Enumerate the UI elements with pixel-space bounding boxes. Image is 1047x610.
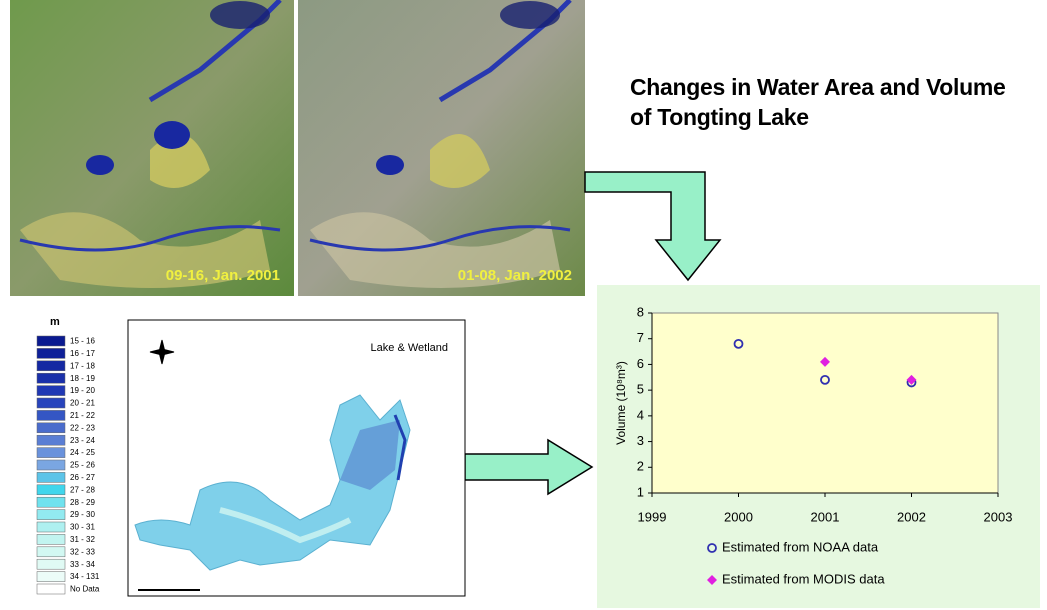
x-tick-label: 2000	[724, 509, 753, 524]
y-tick-label: 2	[637, 459, 644, 474]
legend-label: 32 - 33	[70, 547, 95, 556]
y-tick-label: 8	[637, 304, 644, 319]
legend-label: 20 - 21	[70, 399, 95, 408]
plot-area	[652, 313, 998, 493]
page: { "title": "Changes in Water Area and Vo…	[0, 0, 1047, 610]
x-tick-label: 1999	[638, 509, 667, 524]
map-legend: m 15 - 16 16 - 17 17 - 18 18 - 19 19 - 20 20 …	[37, 316, 100, 594]
legend-swatch	[37, 497, 65, 507]
legend-swatch	[37, 510, 65, 520]
legend-swatch	[37, 386, 65, 396]
map: Lake & Wetland	[128, 320, 465, 596]
legend-label: 16 - 17	[70, 349, 95, 358]
legend-label: 22 - 23	[70, 423, 95, 432]
legend-label: 17 - 18	[70, 361, 95, 370]
legend-swatch	[37, 361, 65, 371]
legend-label: 33 - 34	[70, 560, 95, 569]
legend-unit: m	[50, 316, 60, 328]
legend-swatch	[37, 522, 65, 532]
legend-label: Estimated from NOAA data	[722, 539, 879, 554]
y-tick-label: 3	[637, 433, 644, 448]
image-caption: 01-08, Jan. 2002	[458, 267, 572, 284]
legend-swatch	[37, 472, 65, 482]
legend-label: 25 - 26	[70, 461, 95, 470]
legend-swatch	[37, 572, 65, 582]
x-tick-label: 2002	[897, 509, 926, 524]
legend-label: 21 - 22	[70, 411, 95, 420]
legend-swatch	[37, 348, 65, 358]
legend-label: 24 - 25	[70, 448, 95, 457]
y-tick-label: 7	[637, 330, 644, 345]
arrow	[585, 172, 720, 280]
satellite-image	[10, 0, 294, 296]
arrow	[465, 440, 592, 494]
legend-swatch	[37, 336, 65, 346]
legend-swatch	[37, 423, 65, 433]
legend-swatch	[37, 485, 65, 495]
y-tick-label: 6	[637, 356, 644, 371]
x-tick-label: 2003	[984, 509, 1013, 524]
legend-label: 27 - 28	[70, 485, 95, 494]
legend-label: 26 - 27	[70, 473, 95, 482]
legend-label: 15 - 16	[70, 337, 95, 346]
legend-swatch	[37, 398, 65, 408]
legend-swatch	[37, 559, 65, 569]
legend-label: 31 - 32	[70, 535, 95, 544]
y-axis-label: Volume (10⁸m³)	[614, 361, 628, 445]
y-tick-label: 4	[637, 407, 644, 422]
map-title: Lake & Wetland	[371, 342, 448, 354]
legend-label: Estimated from MODIS data	[722, 571, 885, 586]
legend-label: 30 - 31	[70, 523, 95, 532]
y-tick-label: 5	[637, 382, 644, 397]
legend-swatch	[37, 410, 65, 420]
legend-label: No Data	[70, 585, 100, 594]
legend-label: 34 - 131	[70, 572, 100, 581]
legend-swatch	[37, 584, 65, 594]
legend-swatch	[37, 435, 65, 445]
y-tick-label: 1	[637, 484, 644, 499]
legend-swatch	[37, 547, 65, 557]
satellite-image	[298, 0, 585, 296]
title: Changes in Water Area and Volume of Tong…	[630, 72, 1010, 132]
legend-label: 29 - 30	[70, 510, 95, 519]
legend-label: 23 - 24	[70, 436, 95, 445]
legend-label: 18 - 19	[70, 374, 95, 383]
legend-label: 19 - 20	[70, 386, 95, 395]
legend-swatch	[37, 448, 65, 458]
image-caption: 09-16, Jan. 2001	[166, 267, 280, 284]
legend-swatch	[37, 460, 65, 470]
x-tick-label: 2001	[811, 509, 840, 524]
legend-label: 28 - 29	[70, 498, 95, 507]
legend-swatch	[37, 534, 65, 544]
legend-swatch	[37, 373, 65, 383]
